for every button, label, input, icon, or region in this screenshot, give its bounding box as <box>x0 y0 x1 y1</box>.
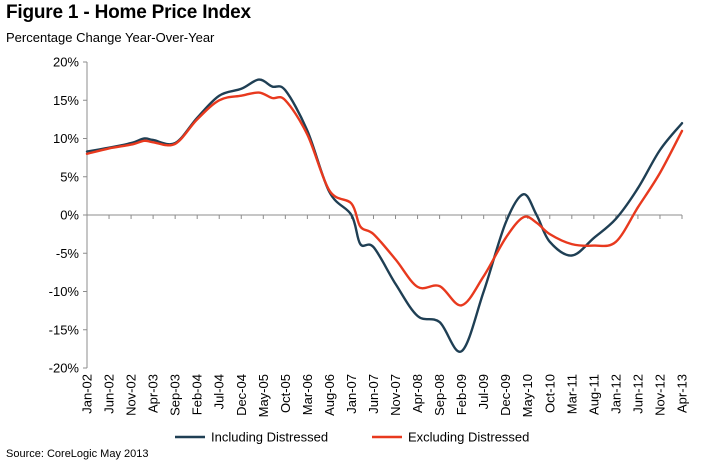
x-tick-label: Dec-09 <box>498 374 513 416</box>
x-tick-label: Jan-07 <box>344 374 359 414</box>
y-tick-label: -15% <box>49 322 80 337</box>
y-tick-label: 10% <box>53 131 79 146</box>
x-tick-label: Aug-06 <box>322 374 337 416</box>
series-lines <box>85 78 684 353</box>
chart-legend: Including Distressed Excluding Distressed <box>175 430 529 445</box>
source-note: Source: CoreLogic May 2013 <box>6 448 149 460</box>
x-tick-label: Jul-09 <box>476 374 491 409</box>
legend-label: Including Distressed <box>211 430 328 445</box>
y-tick-label: -10% <box>49 284 80 299</box>
legend-label: Excluding Distressed <box>408 430 529 445</box>
chart-axes <box>86 62 682 368</box>
x-tick-label: May-05 <box>256 374 271 417</box>
x-tick-label: Sep-08 <box>432 374 447 416</box>
x-tick-label: Feb-04 <box>190 374 205 415</box>
x-tick-label: Jun-07 <box>366 374 381 414</box>
x-tick-label: Jun-02 <box>102 374 117 414</box>
x-tick-label: Nov-12 <box>652 374 667 416</box>
x-tick-label: Aug-11 <box>586 374 601 415</box>
y-tick-label: 20% <box>53 55 79 70</box>
x-tick-label: May-10 <box>520 374 535 417</box>
x-tick-label: Jul-04 <box>212 374 227 409</box>
x-tick-label: Nov-07 <box>388 374 403 416</box>
x-tick-label: Apr-13 <box>675 374 690 413</box>
x-axis-ticks: Jan-02 Jun-02 Nov-02 Apr-03 Sep-03 Feb-04 Jul-… <box>80 215 690 417</box>
x-tick-label: Jun-12 <box>630 374 645 414</box>
x-tick-label: Dec-04 <box>234 374 249 416</box>
x-tick-label: Jan-02 <box>80 374 95 414</box>
x-tick-label: Jan-12 <box>608 374 623 414</box>
x-tick-label: Apr-03 <box>146 374 161 413</box>
x-tick-label: Mar-06 <box>300 374 315 415</box>
x-tick-label: Apr-08 <box>410 374 425 413</box>
x-tick-label: Mar-11 <box>564 374 579 414</box>
series-line-excluding-distressed <box>85 91 684 307</box>
y-tick-label: -5% <box>56 246 80 261</box>
x-tick-label: Sep-03 <box>168 374 183 416</box>
y-tick-label: 0% <box>60 208 79 223</box>
x-tick-label: Oct-05 <box>278 374 293 413</box>
y-tick-label: -20% <box>49 361 80 376</box>
y-tick-label: 5% <box>60 169 79 184</box>
y-tick-label: 15% <box>53 93 79 108</box>
series-line-including-distressed <box>85 78 684 353</box>
x-tick-label: Feb-09 <box>454 374 469 415</box>
chart-subtitle: Percentage Change Year-Over-Year <box>6 30 215 45</box>
x-tick-label: Oct-10 <box>542 374 557 413</box>
x-tick-label: Nov-02 <box>124 374 139 416</box>
y-axis-ticks: 20% 15% 10% 5% 0% -5% -10% -15% -20% <box>49 55 87 376</box>
chart-title: Figure 1 - Home Price Index <box>6 2 251 23</box>
